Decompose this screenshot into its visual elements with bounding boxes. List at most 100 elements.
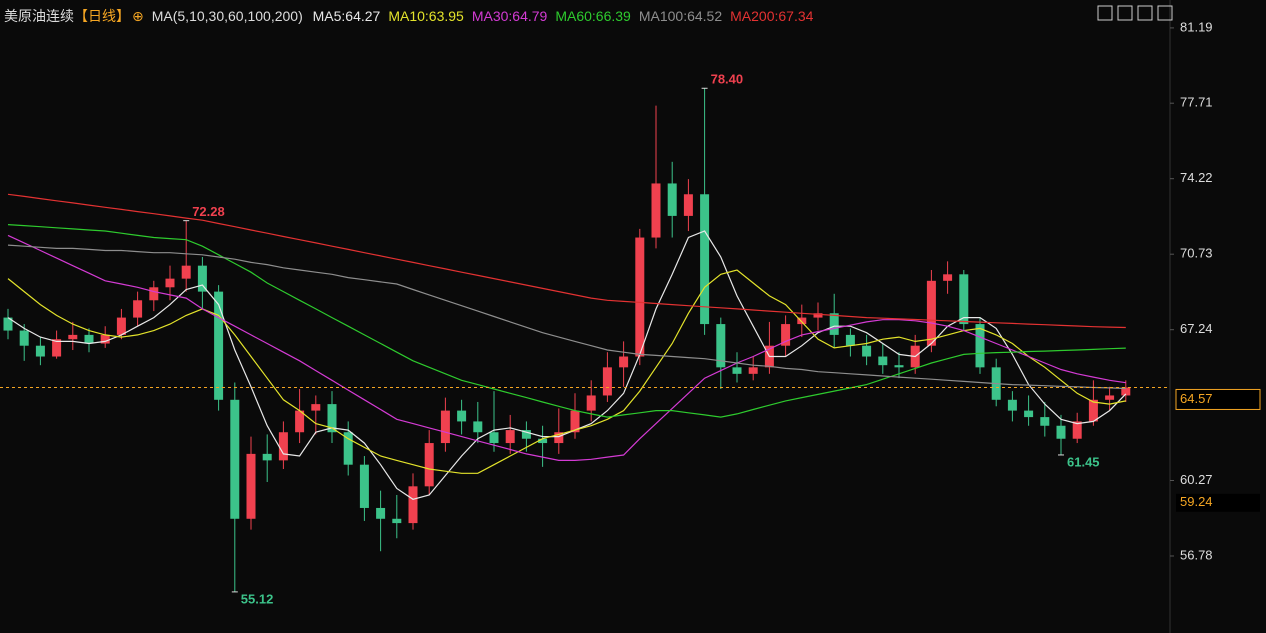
candle-body xyxy=(424,443,434,487)
candle-body xyxy=(116,317,126,335)
candle-body xyxy=(845,334,855,346)
candle-body xyxy=(700,194,710,325)
candle-body xyxy=(959,274,969,325)
candle-body xyxy=(262,453,272,461)
candle-body xyxy=(716,324,726,368)
candle-body xyxy=(1121,387,1131,396)
candle-body xyxy=(311,404,321,411)
candle-body xyxy=(554,432,564,444)
icon[interactable] xyxy=(1157,5,1173,21)
add-icon[interactable]: ⊕ xyxy=(132,8,144,24)
candle-body xyxy=(926,280,936,346)
candle-body xyxy=(683,194,693,216)
legend-entry: MA200:67.34 xyxy=(730,8,814,24)
candle-body xyxy=(165,278,175,288)
candle-body xyxy=(149,287,159,301)
extreme-label: 72.28 xyxy=(192,204,225,219)
candle-body xyxy=(68,334,78,340)
candle-body xyxy=(635,237,645,357)
candle-body xyxy=(505,430,515,444)
candle-body xyxy=(473,421,483,433)
candle-body xyxy=(813,313,823,318)
legend-entry: MA60:66.39 xyxy=(555,8,631,24)
candle-body xyxy=(408,486,418,524)
candle-body xyxy=(797,317,807,325)
candle-body xyxy=(376,507,386,519)
indicator[interactable]: MA(5,10,30,60,100,200) xyxy=(151,8,303,24)
candle-body xyxy=(1088,399,1098,422)
ma-line xyxy=(7,230,1127,500)
legend-entry: MA10:63.95 xyxy=(388,8,464,24)
toolbar-icons[interactable] xyxy=(1097,5,1173,21)
legend-entry: MA30:64.79 xyxy=(471,8,548,24)
price-tag: 64.57 xyxy=(1180,391,1213,406)
candles xyxy=(3,88,1131,592)
candle-body xyxy=(619,356,629,368)
candle-body xyxy=(781,324,791,346)
candle-body xyxy=(862,345,872,357)
candle-body xyxy=(602,367,612,396)
candle-body xyxy=(732,367,742,374)
candle-body xyxy=(343,432,353,465)
candle-body xyxy=(1007,399,1017,411)
candle-body xyxy=(1072,421,1082,439)
ma-line xyxy=(7,234,1126,461)
candle-body xyxy=(748,367,758,374)
extreme-label: 61.45 xyxy=(1067,454,1100,469)
candle-body xyxy=(246,453,256,519)
candle-body xyxy=(1105,395,1115,400)
ma-line xyxy=(7,269,1126,474)
candle-body xyxy=(3,317,13,331)
ma-line xyxy=(7,224,1126,418)
symbol: 美原油连续 xyxy=(4,8,74,24)
candle-body xyxy=(894,365,904,368)
candle-body xyxy=(586,395,596,411)
candle-body xyxy=(943,274,953,281)
candle-body xyxy=(570,410,580,433)
legend-entry: MA100:64.52 xyxy=(638,8,723,24)
y-tick-label: 74.22 xyxy=(1180,170,1213,185)
candle-body xyxy=(278,432,288,461)
candle-body xyxy=(1056,425,1066,439)
candle-body xyxy=(19,330,29,346)
candle-body xyxy=(52,339,62,357)
legend-entry: MA5:64.27 xyxy=(312,8,381,24)
icon[interactable] xyxy=(1097,5,1113,21)
candle-body xyxy=(521,430,531,439)
extreme-label: 55.12 xyxy=(241,591,274,606)
candle-body xyxy=(359,464,369,508)
y-tick-label: 67.24 xyxy=(1180,321,1213,336)
candle-body xyxy=(829,313,839,335)
header: 美原油连续【日线】 ⊕ MA(5,10,30,60,100,200) MA5:64.… xyxy=(4,6,821,26)
candle-body xyxy=(295,410,305,433)
candle-body xyxy=(1040,417,1050,426)
y-tick-label: 81.19 xyxy=(1180,19,1213,34)
candle-body xyxy=(975,324,985,368)
icon[interactable] xyxy=(1117,5,1133,21)
icon[interactable] xyxy=(1137,5,1153,21)
y-tick-label: 70.73 xyxy=(1180,246,1213,261)
candle-body xyxy=(392,518,402,524)
candle-body xyxy=(440,410,450,444)
candle-body xyxy=(1024,410,1034,418)
candle-body xyxy=(667,183,677,216)
candle-body xyxy=(35,345,45,357)
candle-body xyxy=(181,265,191,279)
y-tick-label: 77.71 xyxy=(1180,95,1213,110)
price-tag: 59.24 xyxy=(1180,494,1213,509)
extreme-label: 78.40 xyxy=(711,72,744,87)
candle-body xyxy=(651,183,661,238)
candle-body xyxy=(489,432,499,444)
candle-body xyxy=(214,291,224,400)
candle-body xyxy=(197,265,207,292)
period[interactable]: 【日线】 xyxy=(74,8,130,24)
candle-body xyxy=(327,404,337,433)
candle-body xyxy=(878,356,888,366)
candle-body xyxy=(230,399,240,519)
candle-body xyxy=(84,334,94,344)
candle-body xyxy=(457,410,467,422)
candle-body xyxy=(133,300,143,318)
candle-body xyxy=(100,334,110,344)
